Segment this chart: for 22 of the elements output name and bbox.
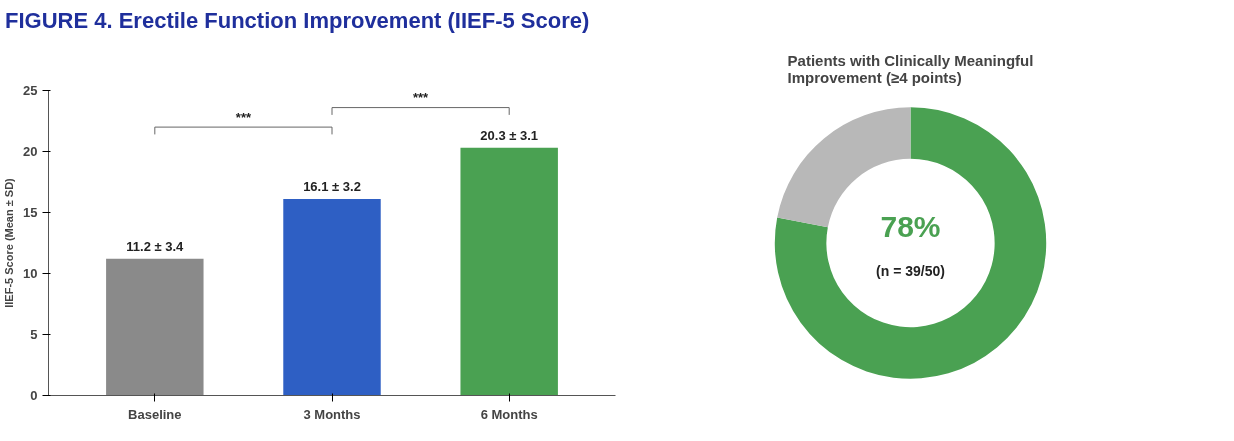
y-tick-label: 15 bbox=[23, 205, 38, 220]
x-tick-label: 6 Months bbox=[480, 406, 538, 422]
y-tick-label: 0 bbox=[30, 388, 38, 403]
annotation: *** bbox=[413, 90, 430, 106]
bar bbox=[106, 258, 204, 396]
chart-title: Patients with Clinically Meaningful Improvement (≥4 points) bbox=[787, 51, 1034, 86]
y-tick-label: 5 bbox=[30, 327, 38, 342]
data-label: 11.2 ± 3.4 bbox=[126, 238, 185, 254]
text: (n = 39/50) bbox=[876, 262, 945, 279]
x-tick-label: Baseline bbox=[128, 406, 182, 422]
y-axis-title: IIEF-5 Score (Mean ± SD) bbox=[3, 177, 16, 308]
text: 78% bbox=[880, 209, 941, 243]
data-label: 16.1 ± 3.2 bbox=[303, 179, 361, 195]
data-label: 20.3 ± 3.1 bbox=[480, 127, 539, 143]
y-tick-label: 25 bbox=[23, 83, 38, 98]
chart-title: FIGURE 4. Erectile Function Improvement (IIEF-5 Score) bbox=[5, 7, 590, 35]
y-tick-label: 10 bbox=[23, 266, 38, 281]
bar bbox=[283, 199, 381, 396]
annotation: *** bbox=[235, 109, 252, 125]
bar bbox=[460, 147, 558, 396]
y-tick-label: 20 bbox=[23, 144, 38, 159]
x-tick-label: 3 Months bbox=[303, 406, 361, 422]
